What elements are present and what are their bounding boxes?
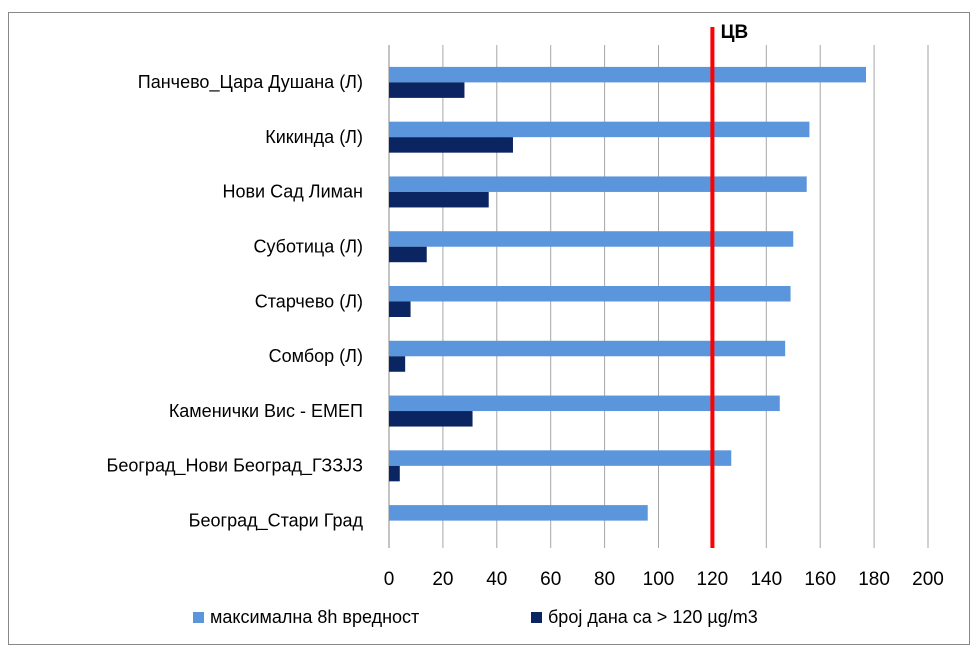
bar xyxy=(389,395,780,412)
bar xyxy=(389,137,513,153)
bar xyxy=(389,191,489,208)
bar xyxy=(389,505,648,521)
y-tick-label: Београд_Нови Београд_ГЗЗЈЗ xyxy=(107,456,363,477)
y-tick-label: Старчево (Л) xyxy=(255,291,363,311)
bar xyxy=(389,246,427,263)
y-tick-label: Суботица (Л) xyxy=(253,236,363,256)
bar xyxy=(389,301,411,317)
chart-frame xyxy=(8,12,970,645)
x-tick-label: 160 xyxy=(804,569,836,590)
bar xyxy=(389,176,807,192)
y-tick-label: Каменички Вис - ЕМЕП xyxy=(169,401,363,421)
legend-label: број дана са > 120 µg/m3 xyxy=(548,607,758,627)
x-tick-label: 60 xyxy=(540,569,561,590)
bar xyxy=(389,231,794,247)
legend-swatch xyxy=(193,612,204,623)
y-tick-label: Панчево_Цара Душана (Л) xyxy=(138,72,363,93)
bar xyxy=(389,66,867,83)
x-tick-label: 120 xyxy=(697,569,729,590)
legend-swatch xyxy=(531,612,542,623)
x-tick-label: 80 xyxy=(594,569,615,590)
bar xyxy=(389,356,406,372)
x-tick-label: 100 xyxy=(643,569,675,590)
legend-label: максимална 8h вредност xyxy=(210,607,419,627)
y-tick-label: Кикинда (Л) xyxy=(265,127,363,147)
y-tick-label: Нови Сад Лиман xyxy=(222,182,363,202)
x-tick-label: 0 xyxy=(384,569,395,590)
bar xyxy=(389,286,791,302)
bar xyxy=(389,465,400,482)
bar xyxy=(389,340,786,357)
x-tick-label: 140 xyxy=(750,569,782,590)
y-tick-label: Сомбор (Л) xyxy=(269,346,363,366)
x-tick-label: 20 xyxy=(432,569,453,590)
reference-label: ЦВ xyxy=(721,22,749,43)
x-tick-label: 200 xyxy=(912,569,944,590)
bar xyxy=(389,82,465,98)
x-tick-label: 40 xyxy=(486,569,507,590)
y-tick-label: Београд_Стари Град xyxy=(189,510,364,531)
bar xyxy=(389,411,473,427)
bar xyxy=(389,121,810,138)
x-tick-label: 180 xyxy=(858,569,890,590)
bar xyxy=(389,450,732,466)
